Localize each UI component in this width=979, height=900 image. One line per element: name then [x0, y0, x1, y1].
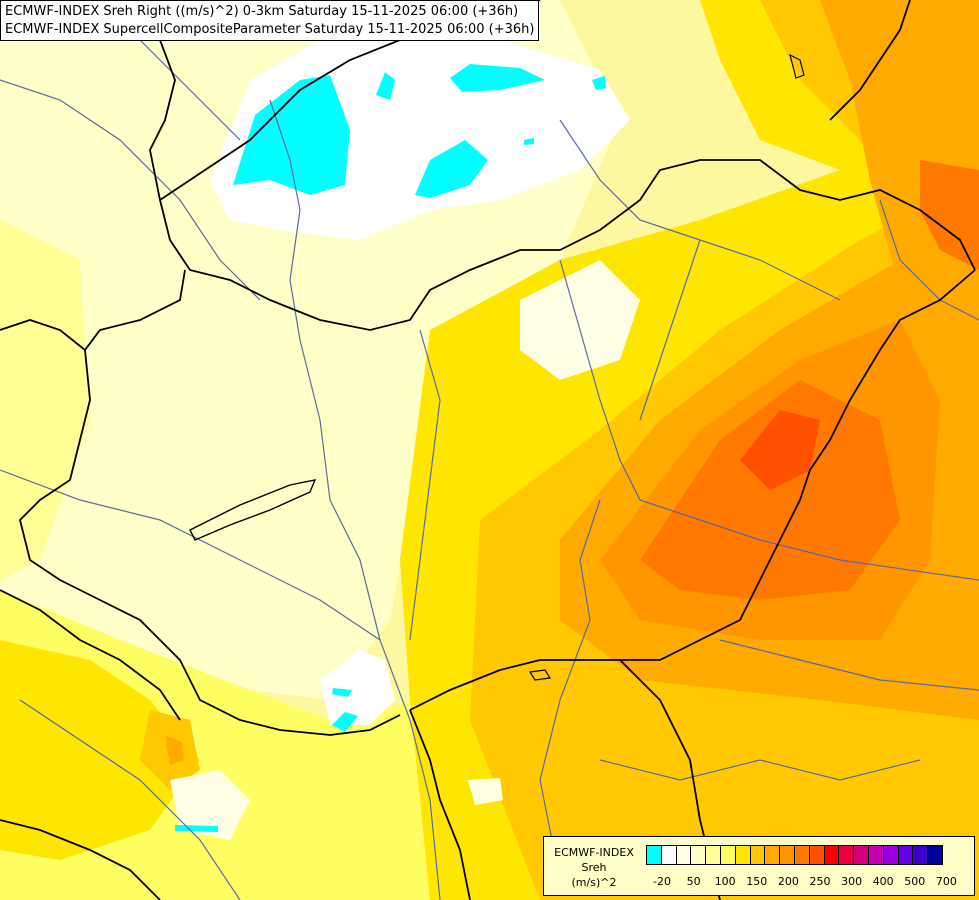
- field-cyan-north-2: [415, 140, 488, 198]
- color-legend: ECMWF-INDEX Sreh (m/s)^2 -20 50 100 150 200 2…: [543, 836, 975, 896]
- legend-label-line1: ECMWF-INDEX: [554, 846, 634, 859]
- legend-swatch: [719, 845, 736, 865]
- legend-label: ECMWF-INDEX Sreh (m/s)^2: [546, 845, 642, 890]
- legend-swatch: [823, 845, 840, 865]
- legend-tick-label: 100: [714, 875, 736, 888]
- legend-swatch: [749, 845, 766, 865]
- river-5: [559, 259, 979, 581]
- rivers: [0, 19, 979, 900]
- legend-tick-label: 700: [935, 875, 957, 888]
- border-island: [528, 669, 552, 681]
- river-12: [879, 199, 979, 321]
- map-title-line2: ECMWF-INDEX SupercellCompositeParameter …: [5, 22, 535, 37]
- legend-swatch: [675, 845, 692, 865]
- field-northeast-red-orange: [920, 160, 979, 270]
- border-west-2: [0, 319, 86, 351]
- river-9: [0, 79, 261, 301]
- legend-swatch: [764, 845, 781, 865]
- river-2: [299, 339, 441, 900]
- river-8: [719, 639, 979, 691]
- field-orange-spot: [165, 735, 184, 765]
- legend-label-line2: Sreh: [581, 861, 607, 874]
- field-yellow-west-edge: [0, 220, 90, 580]
- legend-tick-label: 300: [841, 875, 863, 888]
- legend-swatch: [660, 845, 677, 865]
- border-lake-2: [789, 53, 805, 79]
- legend-swatch: [734, 845, 751, 865]
- field-cyan-north-6: [524, 138, 534, 145]
- legend-swatch: [690, 845, 707, 865]
- legend-tick-label: 150: [746, 875, 768, 888]
- river-1: [269, 99, 301, 341]
- legend-swatch: [867, 845, 884, 865]
- river-3: [0, 469, 381, 641]
- legend-swatch: [897, 845, 914, 865]
- legend-label-line3: (m/s)^2: [571, 876, 617, 889]
- field-cyan-north-5: [592, 76, 606, 90]
- river-14: [599, 759, 921, 781]
- legend-swatch: [705, 845, 721, 865]
- legend-swatch: [838, 845, 855, 865]
- border-northeast: [829, 0, 911, 121]
- legend-tick-label: 500: [904, 875, 926, 888]
- field-white-south-spot: [468, 778, 503, 805]
- legend-tick-label: 250: [809, 875, 831, 888]
- legend-tick-label: 50: [686, 875, 701, 888]
- border-lake: [189, 479, 317, 541]
- field-gold-southwest: [0, 640, 200, 860]
- field-cyan-north-4: [376, 72, 395, 100]
- map-title-box: ECMWF-INDEX Sreh Right ((m/s)^2) 0-3km S…: [0, 0, 540, 41]
- river-13: [19, 699, 241, 900]
- field-white-mid-east: [520, 260, 640, 380]
- field-red-core: [740, 410, 820, 490]
- legend-tick-label: 400: [872, 875, 894, 888]
- field-cyan-north-3: [450, 64, 545, 92]
- legend-swatches: [646, 845, 943, 865]
- border-north: [144, 0, 976, 331]
- legend-ticks: -20 50 100 150 200 250 300 400 500 700: [544, 875, 976, 889]
- legend-swatch: [793, 845, 810, 865]
- border-south: [409, 709, 471, 900]
- field-cyan-south-1: [332, 688, 352, 697]
- legend-tick-label: 200: [777, 875, 799, 888]
- legend-swatch: [808, 845, 825, 865]
- field-white-central-south: [320, 650, 395, 725]
- legend-swatch: [882, 845, 899, 865]
- legend-swatch: [646, 845, 662, 865]
- legend-swatch: [912, 845, 929, 865]
- river-4: [409, 329, 441, 641]
- field-cyan-south-2: [332, 712, 358, 732]
- field-cyan-north-1: [233, 75, 350, 195]
- border-southwest-2: [0, 819, 161, 900]
- border-southwest: [0, 589, 181, 721]
- border-east: [409, 269, 976, 711]
- map-title-line1: ECMWF-INDEX Sreh Right ((m/s)^2) 0-3km S…: [5, 4, 519, 19]
- legend-swatch: [779, 845, 795, 865]
- field-cyan-sliver: [175, 825, 218, 832]
- border-west: [19, 269, 401, 736]
- field-white-southwest: [170, 770, 250, 840]
- legend-swatch: [927, 845, 943, 865]
- legend-swatch: [853, 845, 869, 865]
- legend-tick-label: -20: [653, 875, 671, 888]
- river-10: [559, 119, 841, 301]
- river-7: [639, 239, 701, 421]
